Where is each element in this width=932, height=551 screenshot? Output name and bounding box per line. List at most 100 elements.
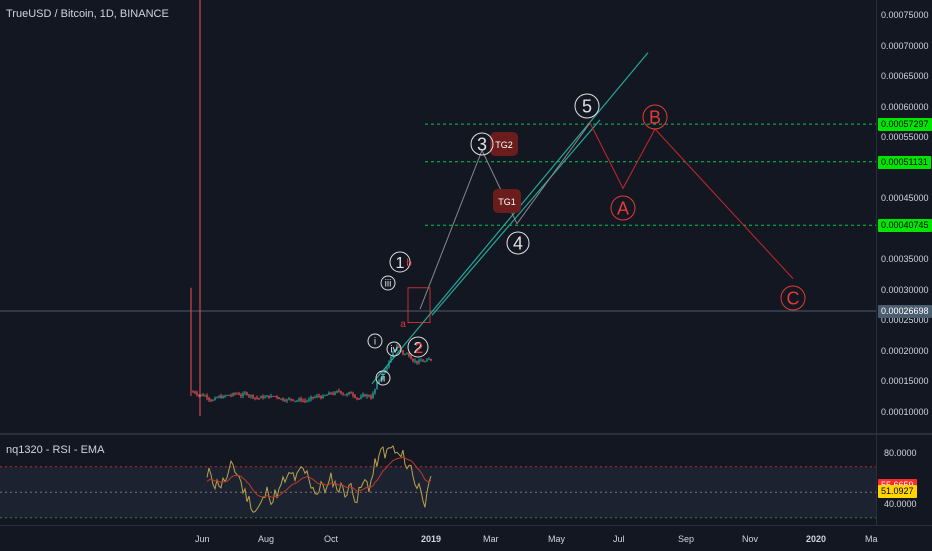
candle-body: [416, 360, 418, 363]
wave-label-circle: [367, 333, 383, 349]
candle-body: [264, 397, 266, 399]
wave-label: 5: [582, 96, 592, 116]
candle-body: [292, 399, 294, 401]
wave-label-circle: [470, 132, 494, 156]
candle-body: [374, 388, 376, 393]
candle-body: [430, 358, 432, 361]
price-axis-label: 0.00070000: [881, 40, 929, 51]
price-tag: 0.00026698: [878, 305, 932, 318]
candle-body: [426, 359, 428, 362]
wave-label: 2: [415, 340, 423, 357]
wave-label: a: [400, 319, 406, 330]
wave-label: 4: [513, 233, 523, 253]
candle-body: [422, 360, 424, 362]
chart-title: TrueUSD / Bitcoin, 1D, BINANCE: [6, 8, 169, 20]
candle-body: [254, 397, 256, 399]
price-axis-label: 0.00035000: [881, 254, 929, 265]
correction-projection-path: [589, 122, 794, 279]
rsi-axis-label: 40.0000: [884, 499, 917, 509]
price-axis-label: 0.00020000: [881, 345, 929, 356]
target-label: TG1: [498, 197, 516, 207]
price-tag: 0.00040745: [878, 219, 932, 233]
candle-body: [284, 400, 286, 402]
candle-body: [380, 378, 382, 381]
candle-body: [216, 397, 218, 399]
trend-line-upper: [371, 52, 649, 385]
wave-label: 1: [396, 255, 405, 272]
candle-body: [390, 356, 392, 363]
candle-body: [366, 395, 368, 397]
candle-body: [262, 396, 264, 398]
candle-body: [352, 393, 354, 396]
candle-body: [196, 392, 198, 395]
candle-body: [356, 397, 358, 399]
candle-body: [278, 397, 280, 400]
candle-body: [428, 358, 430, 360]
candle-body: [336, 390, 338, 393]
candle-body: [310, 396, 312, 400]
candle-body: [218, 396, 220, 398]
wave-label-circle: [407, 336, 429, 358]
pane-separator[interactable]: [0, 433, 932, 435]
wave-label-circle: [389, 251, 411, 273]
candle-body: [240, 394, 242, 397]
wave-label-circle: [386, 341, 402, 357]
wave-label: A: [617, 198, 629, 218]
candle-body: [306, 400, 308, 402]
candle-body: [412, 358, 414, 362]
candle-body: [244, 392, 246, 394]
candle-body: [316, 395, 318, 398]
candle-body: [232, 393, 234, 396]
time-axis-label: Mar: [483, 534, 499, 544]
target-box[interactable]: TG1: [493, 189, 521, 213]
candle-body: [392, 351, 394, 357]
candle-body: [362, 394, 364, 397]
candle-body: [370, 396, 372, 399]
candle-body: [286, 399, 288, 401]
candle-body: [308, 399, 310, 401]
trend-line-lower: [431, 119, 601, 316]
time-axis-label: Aug: [258, 534, 275, 544]
rsi-ema-line: [206, 456, 432, 498]
candle-body: [318, 395, 320, 397]
candle-body: [224, 395, 226, 397]
candle-body: [270, 395, 272, 398]
target-box[interactable]: TG2: [490, 132, 518, 156]
price-axis-label: 0.00030000: [881, 284, 929, 295]
candle-body: [326, 394, 328, 396]
price-axis[interactable]: [876, 0, 932, 525]
candle-body: [420, 360, 422, 362]
candle-body: [252, 395, 254, 398]
price-axis-label: 0.00075000: [881, 10, 929, 20]
candle-body: [296, 400, 298, 402]
correction-box: [407, 287, 431, 324]
candle-body: [250, 395, 252, 397]
time-axis-label: 2020: [806, 534, 827, 544]
candle-body: [238, 393, 240, 395]
target-label: TG2: [495, 140, 513, 150]
candle-body: [290, 398, 292, 400]
wave-label-circle: [574, 93, 600, 119]
wave-label: C: [787, 288, 800, 308]
candle-body: [266, 395, 268, 398]
time-axis-label: Nov: [742, 534, 759, 544]
candle-body: [388, 362, 390, 368]
candle-body: [268, 395, 270, 398]
wave-label-circle: [375, 370, 391, 386]
price-axis-label: 0.00015000: [881, 376, 929, 387]
candle-body: [298, 398, 300, 401]
candle-body: [376, 382, 378, 389]
candle-body: [204, 395, 206, 397]
candle-body: [212, 399, 214, 401]
candle-body: [398, 346, 400, 348]
main-chart-pane[interactable]: [0, 0, 876, 433]
candle-body: [410, 356, 412, 359]
candle-body: [260, 396, 262, 399]
time-axis[interactable]: [0, 525, 932, 551]
candle-body: [300, 398, 302, 401]
candle-body: [346, 394, 348, 396]
wave-label: 3: [477, 134, 487, 154]
candle-body: [424, 361, 426, 363]
candle-body: [312, 396, 314, 398]
